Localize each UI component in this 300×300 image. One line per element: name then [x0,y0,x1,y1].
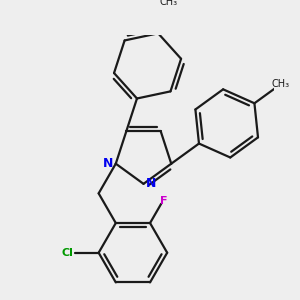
Text: CH₃: CH₃ [272,79,290,89]
Text: N: N [103,157,113,170]
Text: F: F [160,196,167,206]
Text: CH₃: CH₃ [159,0,177,8]
Text: Cl: Cl [62,248,74,258]
Text: N: N [146,177,156,190]
